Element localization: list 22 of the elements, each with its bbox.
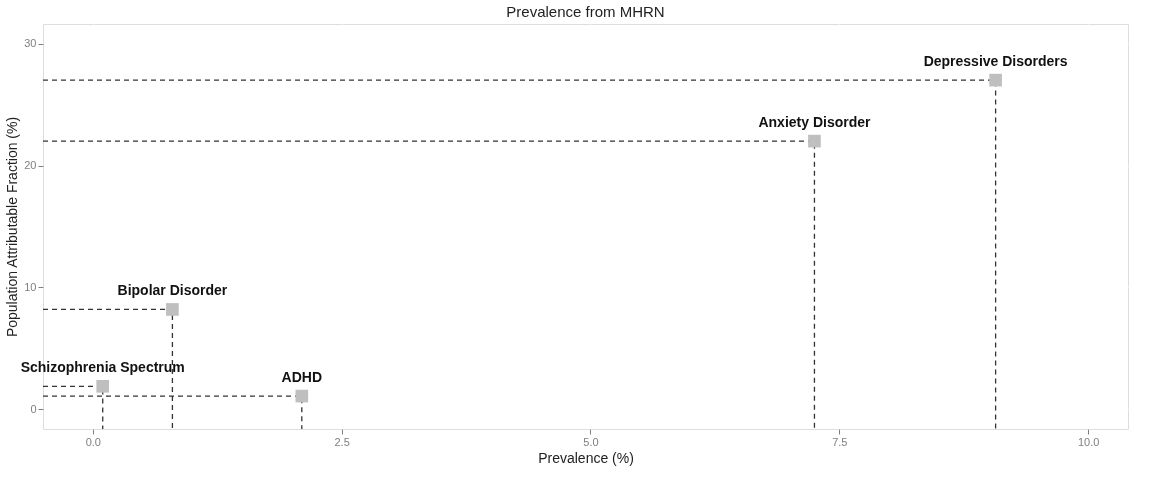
annotation: Bipolar Disorder xyxy=(117,282,228,299)
y-tick-label: 20 xyxy=(24,159,37,172)
point xyxy=(295,389,309,403)
x-tick-label: 7.5 xyxy=(832,435,848,448)
point xyxy=(96,379,110,393)
x-tick-label: 2.5 xyxy=(334,435,350,448)
annotation: Depressive Disorders xyxy=(923,53,1068,70)
y-axis-title: Population Attributable Fraction (%) xyxy=(4,116,21,338)
point xyxy=(808,134,821,148)
x-tick-label: 5.0 xyxy=(583,435,599,448)
annotation: Anxiety Disorder xyxy=(758,114,872,131)
point xyxy=(989,73,1002,87)
x-tick-label: 10.0 xyxy=(1077,435,1100,448)
point xyxy=(166,303,179,316)
annotation: ADHD xyxy=(281,369,323,386)
y-tick-label: 30 xyxy=(24,37,37,50)
y-tick-label: 10 xyxy=(24,280,37,293)
annotation: Schizophrenia Spectrum xyxy=(20,359,185,376)
x-axis-title: Prevalence (%) xyxy=(538,449,634,466)
x-tick-label: 0.0 xyxy=(85,435,101,448)
y-tick-label: 0 xyxy=(30,402,37,415)
chart-title: Prevalence from MHRN xyxy=(506,3,665,20)
